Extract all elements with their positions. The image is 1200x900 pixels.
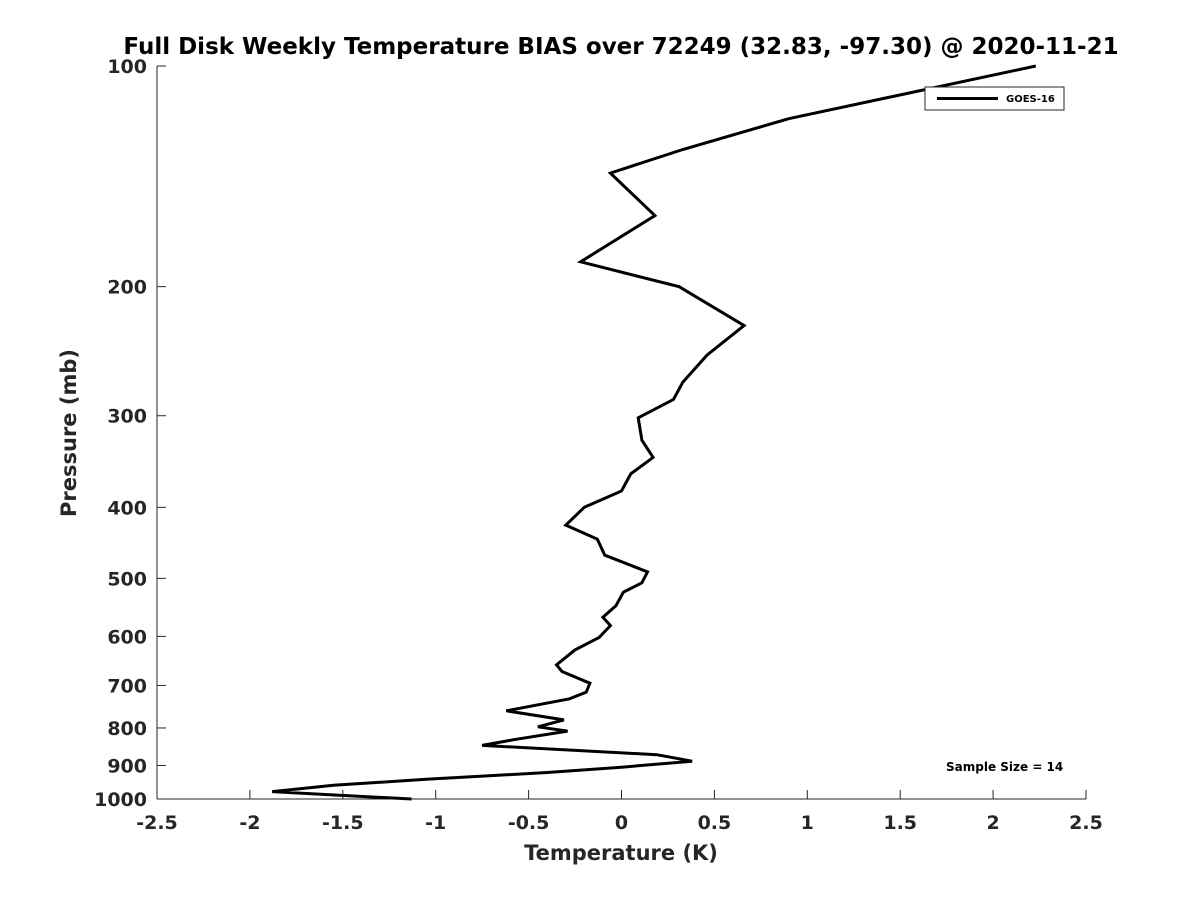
x-ticks: -2.5 -2 -1.5 -1 -0.5 0 0.5 1 1.5 2 2.5 [136, 790, 1103, 834]
x-tick-label: -2 [239, 812, 260, 834]
x-tick-label: 1 [801, 812, 814, 834]
chart-title: Full Disk Weekly Temperature BIAS over 7… [123, 34, 1118, 60]
x-tick-label: -1 [425, 812, 446, 834]
y-axis-label: Pressure (mb) [57, 349, 81, 517]
y-tick-label: 900 [107, 755, 147, 777]
series-layer [272, 64, 1037, 801]
y-tick-label: 500 [107, 568, 147, 590]
x-tick-label: 2 [986, 812, 999, 834]
legend: GOES-16 [924, 86, 1065, 111]
y-tick-label: 800 [107, 718, 147, 740]
x-tick-label: -1.5 [322, 812, 364, 834]
sample-size-annotation: Sample Size = 14 [946, 760, 1063, 774]
y-ticks: 100 200 300 400 500 600 700 800 900 1000 [94, 56, 166, 811]
x-axis-label: Temperature (K) [524, 841, 718, 865]
y-tick-label: 700 [107, 675, 147, 697]
x-tick-label: -0.5 [508, 812, 550, 834]
x-tick-label: 2.5 [1069, 812, 1103, 834]
y-tick-label: 100 [107, 56, 147, 78]
x-tick-label: 0.5 [698, 812, 732, 834]
y-tick-label: 200 [107, 277, 147, 299]
y-tick-label: 300 [107, 406, 147, 428]
y-tick-label: 600 [107, 626, 147, 648]
y-tick-label: 400 [107, 497, 147, 519]
legend-label-goes-16: GOES-16 [1006, 94, 1055, 105]
y-tick-label: 1000 [94, 789, 147, 811]
x-tick-label: 0 [615, 812, 628, 834]
series-line-goes-16 [272, 64, 1037, 801]
x-tick-label: -2.5 [136, 812, 178, 834]
x-tick-label: 1.5 [883, 812, 917, 834]
